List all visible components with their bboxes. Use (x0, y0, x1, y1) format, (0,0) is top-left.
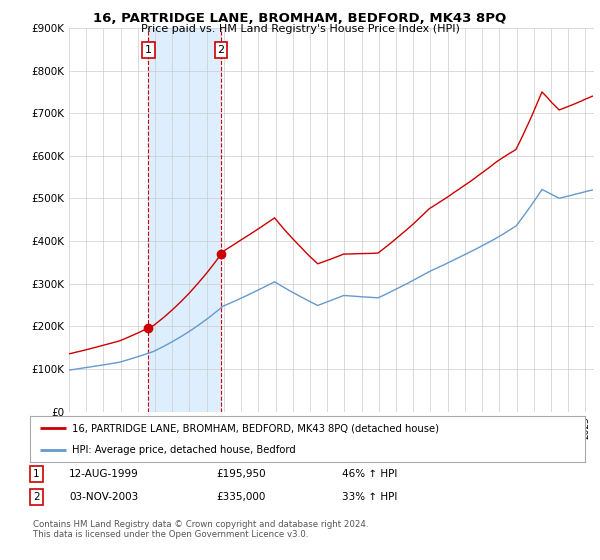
Text: £335,000: £335,000 (216, 492, 265, 502)
Text: 2: 2 (33, 492, 40, 502)
Text: 1: 1 (33, 469, 40, 479)
Text: Price paid vs. HM Land Registry's House Price Index (HPI): Price paid vs. HM Land Registry's House … (140, 24, 460, 34)
Text: 33% ↑ HPI: 33% ↑ HPI (342, 492, 397, 502)
Text: 46% ↑ HPI: 46% ↑ HPI (342, 469, 397, 479)
Text: 16, PARTRIDGE LANE, BROMHAM, BEDFORD, MK43 8PQ: 16, PARTRIDGE LANE, BROMHAM, BEDFORD, MK… (94, 12, 506, 25)
Text: 03-NOV-2003: 03-NOV-2003 (69, 492, 138, 502)
Text: 16, PARTRIDGE LANE, BROMHAM, BEDFORD, MK43 8PQ (detached house): 16, PARTRIDGE LANE, BROMHAM, BEDFORD, MK… (71, 423, 439, 433)
Text: HPI: Average price, detached house, Bedford: HPI: Average price, detached house, Bedf… (71, 445, 295, 455)
Text: 2: 2 (218, 45, 224, 55)
Text: 1: 1 (145, 45, 152, 55)
Text: Contains HM Land Registry data © Crown copyright and database right 2024.
This d: Contains HM Land Registry data © Crown c… (33, 520, 368, 539)
Text: £195,950: £195,950 (216, 469, 266, 479)
Text: 12-AUG-1999: 12-AUG-1999 (69, 469, 139, 479)
Bar (148, 28, 221, 412)
